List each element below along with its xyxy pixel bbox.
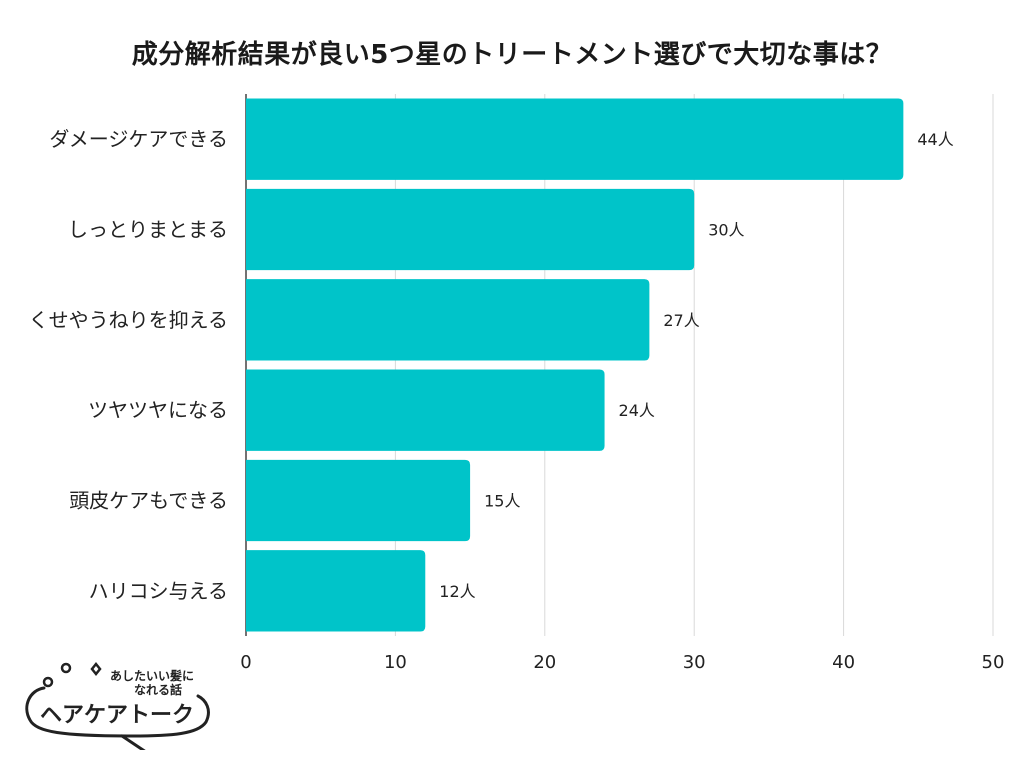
category-label: ハリコシ与える [89, 579, 228, 603]
bars [246, 98, 904, 632]
bar [246, 188, 695, 271]
category-label: ダメージケアできる [49, 127, 228, 151]
x-tick-label: 50 [982, 652, 1005, 673]
value-label: 15人 [484, 492, 520, 511]
x-tick-label: 0 [240, 652, 251, 673]
logo-dot-icon [42, 676, 54, 688]
logo-speech-bubble [25, 686, 210, 738]
logo-tagline-2: なれる話 [134, 682, 182, 697]
bar [246, 98, 904, 180]
value-label: 27人 [663, 311, 699, 330]
category-label: くせやうねりを抑える [29, 308, 228, 332]
category-label: 頭皮ケアもできる [69, 489, 228, 513]
bar [246, 550, 426, 632]
logo-tagline-1: あしたいい髪に [110, 668, 194, 683]
category-label: しっとりまとまる [68, 218, 228, 242]
hair-care-talk-logo: あしたいい髪に なれる話 ヘアケアトーク [25, 661, 210, 750]
logo-bubble-tail [120, 734, 146, 750]
value-label: 12人 [439, 582, 475, 601]
grid-lines [245, 94, 994, 636]
bar [246, 369, 605, 451]
x-tick-label: 40 [832, 652, 855, 673]
category-label: ツヤツヤになる [88, 398, 228, 422]
logo-sparkle-icon [60, 662, 72, 674]
value-label: 44人 [917, 130, 953, 149]
x-tick-label: 20 [533, 652, 556, 673]
bar [246, 459, 471, 542]
x-tick-label: 10 [384, 652, 407, 673]
value-label: 24人 [619, 401, 655, 420]
chart-title: 成分解析結果が良い5つ星のトリートメント選びで大切な事は？ [131, 40, 893, 70]
logo-diamond-icon [90, 661, 102, 677]
logo-name: ヘアケアトーク [40, 703, 194, 728]
bar [246, 279, 650, 361]
value-label: 30人 [708, 221, 744, 240]
x-tick-label: 30 [683, 652, 706, 673]
